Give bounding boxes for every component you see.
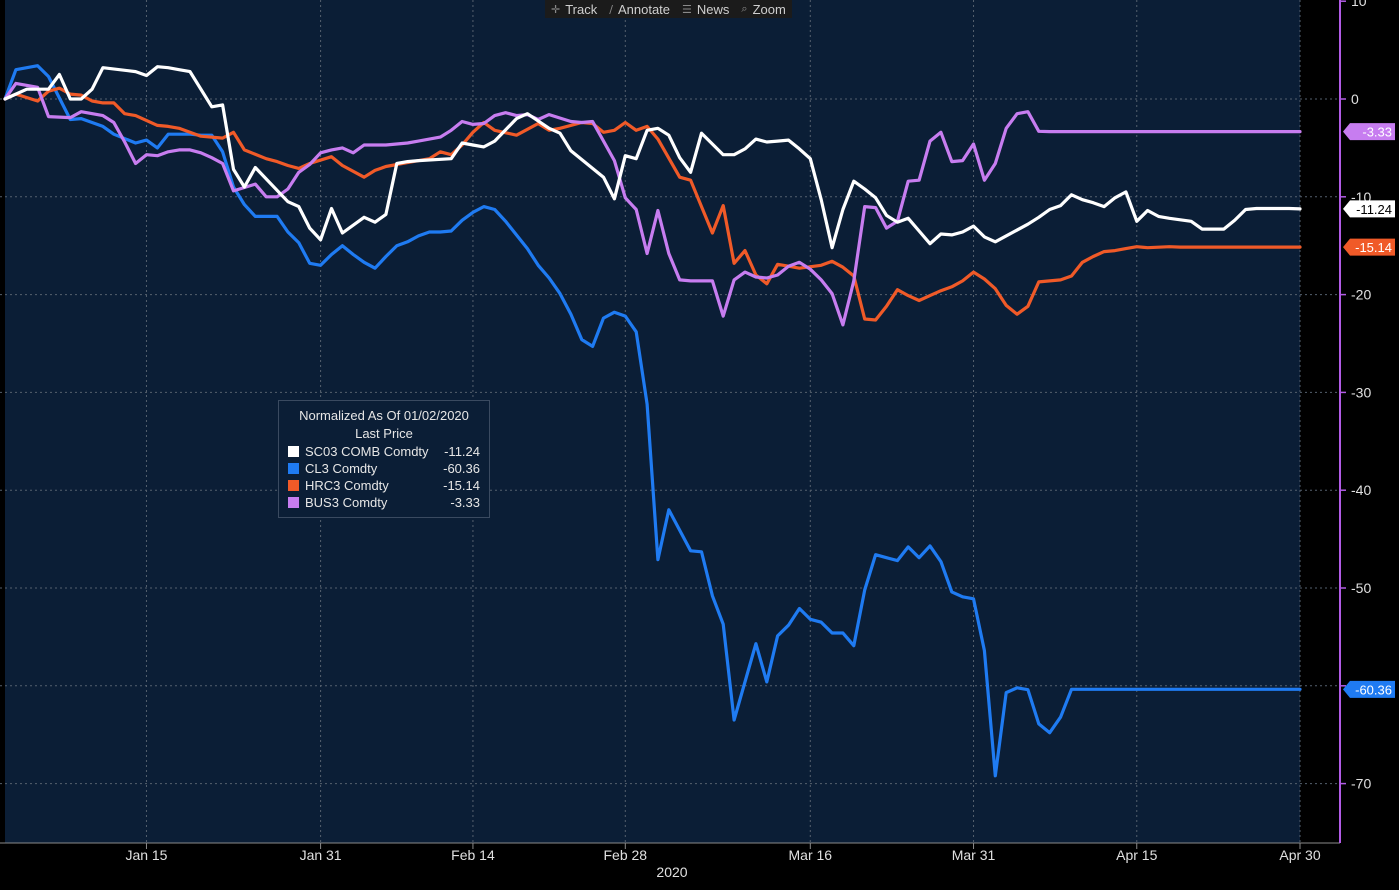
last-value-tag-label: -60.36: [1355, 682, 1392, 697]
legend-item-value: -3.33: [450, 495, 480, 510]
y-tick-label: -70: [1351, 776, 1371, 792]
track-button[interactable]: ✛ Track: [545, 0, 603, 18]
magnifier-icon: ⌕: [741, 2, 748, 15]
x-year-label: 2020: [656, 864, 687, 880]
last-value-tag-bg: [1343, 200, 1395, 218]
annotate-button[interactable]: ∕ Annotate: [603, 0, 676, 18]
track-label: Track: [565, 1, 598, 17]
legend-item[interactable]: SC03 COMB Comdty -11.24: [279, 443, 489, 460]
x-tick-label: Apr 15: [1116, 847, 1157, 863]
zoom-label: Zoom: [752, 1, 786, 17]
legend-swatch: [288, 463, 299, 474]
legend-item-value: -60.36: [443, 461, 480, 476]
x-tick-label: Jan 31: [300, 847, 342, 863]
legend-swatch: [288, 446, 299, 457]
series-line[interactable]: [3, 86, 1302, 322]
legend-swatch: [288, 480, 299, 491]
chart-legend[interactable]: Normalized As Of 01/02/2020 Last Price S…: [278, 400, 490, 518]
legend-swatch: [288, 497, 299, 508]
pencil-icon: ∕: [609, 2, 613, 16]
last-value-tag: -11.24: [1343, 200, 1395, 218]
last-value-tag-label: -15.14: [1355, 240, 1392, 255]
series-line[interactable]: [3, 65, 1302, 250]
last-value-tag-label: -11.24: [1356, 202, 1392, 217]
news-button[interactable]: ☰ News: [676, 0, 735, 18]
x-tick-label: Jan 15: [125, 847, 167, 863]
news-icon: ☰: [682, 2, 692, 16]
legend-item-name: HRC3 Comdty: [305, 478, 389, 493]
legend-item[interactable]: CL3 Comdty -60.36: [279, 460, 489, 477]
legend-item-value: -15.14: [443, 478, 480, 493]
annotate-label: Annotate: [617, 1, 671, 17]
y-tick-label: -40: [1351, 482, 1371, 498]
legend-item-name: CL3 Comdty: [305, 461, 378, 476]
legend-item-name: SC03 COMB Comdty: [305, 444, 429, 459]
zoom-button[interactable]: ⌕ Zoom: [735, 0, 791, 18]
legend-item[interactable]: HRC3 Comdty -15.14: [279, 477, 489, 494]
legend-item[interactable]: BUS3 Comdty -3.33: [279, 494, 489, 511]
crosshair-icon: ✛: [551, 2, 561, 16]
last-value-tag-label: -3.33: [1362, 125, 1392, 140]
legend-item-value: -11.24: [444, 444, 480, 459]
plot-area: [5, 0, 1300, 843]
y-tick-label: -30: [1351, 384, 1371, 400]
y-tick-label: -20: [1351, 287, 1371, 303]
last-value-tag-bg: [1343, 238, 1395, 256]
legend-item-name: BUS3 Comdty: [305, 495, 388, 510]
last-value-tag: -15.14: [1343, 238, 1395, 256]
x-tick-label: Mar 16: [789, 847, 833, 863]
legend-subtitle: Last Price: [355, 426, 413, 441]
x-tick-label: Mar 31: [952, 847, 996, 863]
x-tick-label: Feb 28: [603, 847, 647, 863]
legend-title: Normalized As Of 01/02/2020: [299, 408, 469, 423]
last-value-tag: -60.36: [1343, 680, 1395, 698]
series-line[interactable]: [3, 64, 1302, 778]
news-label: News: [696, 1, 730, 17]
chart-toolbar: ✛ Track ∕ Annotate ☰ News ⌕ Zoom: [545, 0, 792, 18]
y-tick-label: 10: [1351, 0, 1367, 9]
last-value-tag: -3.33: [1343, 123, 1395, 141]
y-tick-label: 0: [1351, 91, 1359, 107]
x-tick-label: Feb 14: [451, 847, 495, 863]
last-value-tag-bg: [1343, 123, 1395, 141]
x-tick-label: Apr 30: [1279, 847, 1320, 863]
y-tick-label: -50: [1351, 580, 1371, 596]
last-value-tag-bg: [1343, 680, 1395, 698]
